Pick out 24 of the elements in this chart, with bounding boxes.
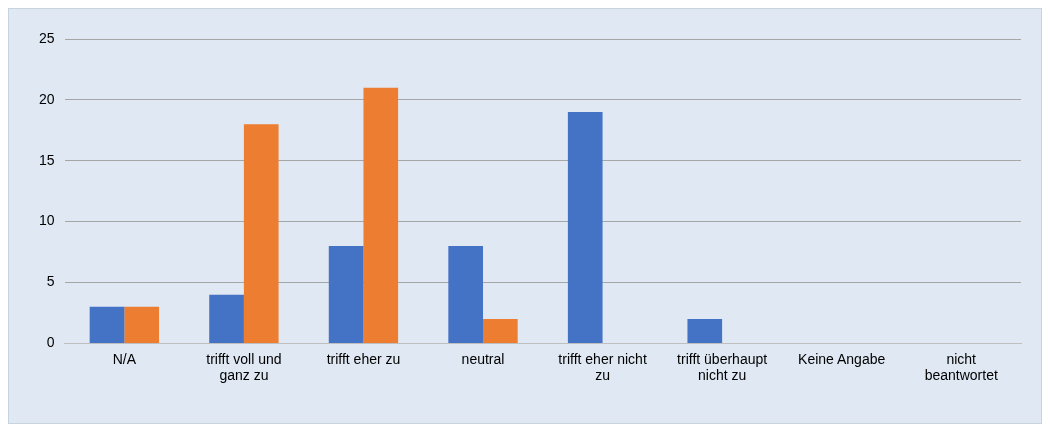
x-tick-label: neutral xyxy=(461,350,505,367)
bar xyxy=(567,112,603,343)
bar xyxy=(243,124,279,343)
y-tick-label: 15 xyxy=(38,151,55,168)
x-tick-label: trifft überhaupt nicht zu xyxy=(677,350,768,384)
bar xyxy=(124,306,160,343)
x-tick-label: trifft voll und ganz zu xyxy=(206,350,282,384)
bar xyxy=(209,294,244,343)
bar xyxy=(363,87,399,343)
x-tick-label: N/A xyxy=(112,350,137,367)
bar xyxy=(483,319,518,343)
x-tick-label: trifft eher zu xyxy=(326,350,401,367)
y-tick-label: 0 xyxy=(46,334,55,351)
x-tick-label: nicht beantwortet xyxy=(924,350,998,384)
bar xyxy=(328,245,364,343)
y-tick-label: 20 xyxy=(38,90,55,107)
y-tick-label: 25 xyxy=(38,29,55,46)
bar xyxy=(89,306,125,343)
y-tick-label: 10 xyxy=(38,212,55,229)
bar xyxy=(687,319,723,343)
x-tick-label: trifft eher nicht zu xyxy=(558,350,647,384)
x-tick-label: Keine Angabe xyxy=(798,350,886,367)
y-tick-label: 5 xyxy=(46,273,55,290)
bar xyxy=(448,245,484,343)
